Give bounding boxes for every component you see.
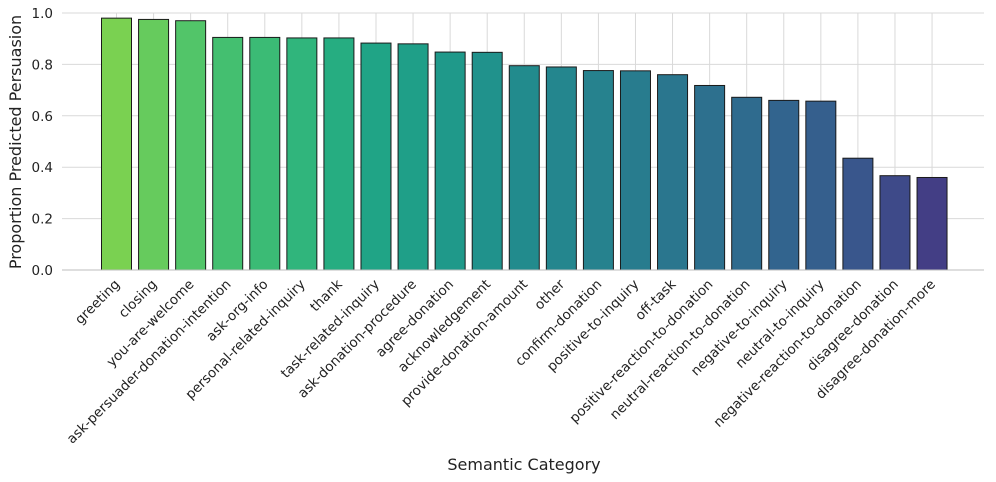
x-axis-title: Semantic Category <box>447 455 600 474</box>
bar-off-task <box>657 74 689 271</box>
bar-negative-to-inquiry <box>768 99 800 271</box>
bar-agree-donation <box>434 51 466 271</box>
bar-greeting <box>101 17 132 271</box>
y-tick-label: 0.0 <box>32 263 53 279</box>
y-tick-label: 0.6 <box>32 109 53 125</box>
bar-neutral-to-inquiry <box>805 100 837 271</box>
bar-closing <box>138 18 170 271</box>
x-tick-labels: greetingclosingyou-are-welcomeask-persua… <box>64 276 939 447</box>
bar-thank <box>323 37 355 271</box>
bar-personal-related-inquiry <box>286 37 318 271</box>
bar-neutral-reaction-to-donation <box>731 96 763 271</box>
bar-acknowledgement <box>471 51 503 271</box>
bar-provide-donation-amount <box>508 65 540 271</box>
bar-ask-org-info <box>249 36 281 271</box>
bar-positive-reaction-to-donation <box>694 84 726 271</box>
y-tick-labels: 0.0 0.2 0.4 0.6 0.8 1.0 <box>32 6 53 279</box>
y-axis-title: Proportion Predicted Persuasion <box>6 15 25 269</box>
x-tick-label-greeting: greeting <box>72 277 123 328</box>
bar-positive-to-inquiry <box>619 70 651 271</box>
bar-confirm-donation <box>582 70 614 271</box>
y-tick-label: 0.4 <box>32 160 53 176</box>
bars <box>101 17 948 271</box>
y-tick-label: 1.0 <box>32 6 53 22</box>
bar-disagree-donation <box>879 175 911 271</box>
bar-you-are-welcome <box>175 20 207 271</box>
bar-disagree-donation-more <box>916 176 948 271</box>
bar-task-related-inquiry <box>360 42 392 271</box>
bar-negative-reaction-to-donation <box>842 157 874 271</box>
bar-ask-donation-procedure <box>397 43 429 271</box>
y-tick-label: 0.8 <box>32 57 53 73</box>
y-tick-label: 0.2 <box>32 212 53 228</box>
bar-ask-persuader-donation-intention <box>212 36 244 271</box>
bar-other <box>545 66 577 271</box>
